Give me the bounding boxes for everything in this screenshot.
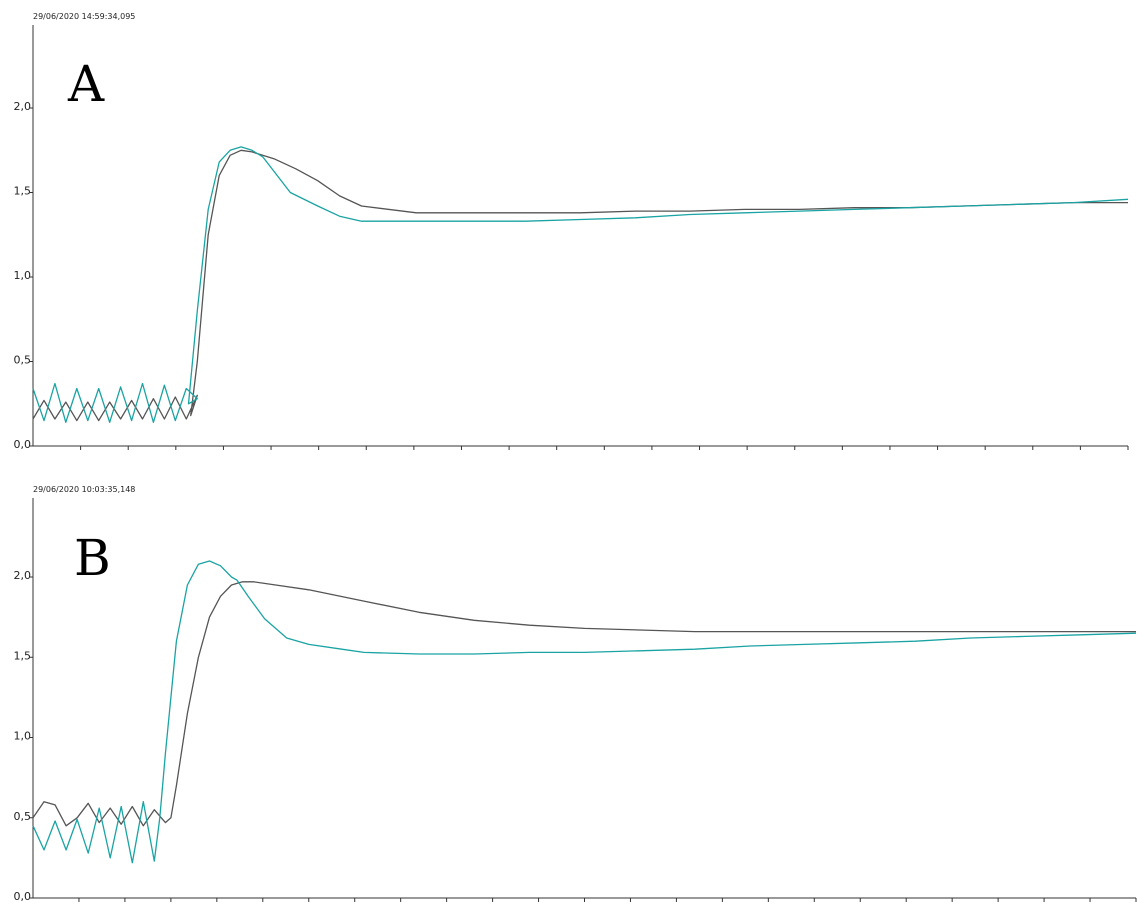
series-line-gray [32,581,1136,827]
y-tick-label: 1,5 [14,185,32,198]
panel-b-x-ticks [78,898,1137,902]
y-tick-label: 1,5 [14,649,32,662]
panel-a-y-ticks: 0,0 0,5 1,0 1,5 2,0 [14,100,33,451]
y-tick-label: 1,0 [14,730,32,743]
series-line-gray [32,149,1128,422]
panel-b-series [32,560,1137,864]
series-line-teal [32,560,1137,864]
panel-a-series [32,146,1129,423]
y-tick-label: 1,0 [14,269,32,282]
panel-a-timestamp: 29/06/2020 14:59:34,095 [33,12,135,21]
y-tick-label: 0,0 [14,890,32,902]
panel-b: 29/06/2020 10:03:35,148 B 0,0 0,5 1,0 1,5 2,… [14,485,1137,902]
panel-a-x-ticks [80,446,1129,450]
y-tick-label: 0,5 [14,810,32,823]
panel-b-y-ticks: 0,0 0,5 1,0 1,5 2,0 [14,569,33,902]
series-line-teal [32,146,1129,423]
y-tick-label: 2,0 [14,100,32,113]
y-tick-label: 2,0 [14,569,32,582]
panel-a: 29/06/2020 14:59:34,095 A 0,0 0,5 1,0 1,5 2,… [14,12,1129,451]
panel-b-timestamp: 29/06/2020 10:03:35,148 [33,485,135,494]
y-tick-label: 0,0 [14,438,32,451]
panel-a-label: A [67,55,105,113]
panel-b-label: B [74,529,111,587]
y-tick-label: 0,5 [14,354,32,367]
